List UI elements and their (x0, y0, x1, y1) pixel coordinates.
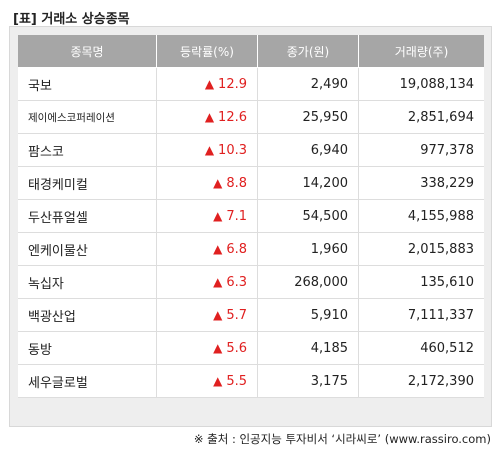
stock-name: 녹십자 (18, 266, 157, 299)
closing-price: 1,960 (258, 233, 359, 266)
change-rate-value: 10.3 (218, 142, 247, 158)
table-row: 녹십자 ▲ 6.3 268,000 135,610 (18, 266, 484, 299)
closing-price: 4,185 (258, 332, 359, 365)
up-arrow-icon: ▲ (213, 373, 223, 388)
change-rate: ▲ 6.3 (157, 266, 258, 299)
change-rate-value: 12.6 (218, 109, 247, 125)
table-header-row: 종목명 등락률(%) 종가(원) 거래량(주) (18, 35, 484, 68)
table-row: 엔케이물산 ▲ 6.8 1,960 2,015,883 (18, 233, 484, 266)
change-rate-value: 6.8 (226, 241, 247, 257)
trading-volume: 19,088,134 (359, 68, 484, 101)
change-rate-value: 12.9 (218, 76, 247, 92)
table-row: 백광산업 ▲ 5.7 5,910 7,111,337 (18, 299, 484, 332)
change-rate: ▲ 5.6 (157, 332, 258, 365)
up-arrow-icon: ▲ (213, 307, 223, 322)
change-rate-value: 6.3 (226, 274, 247, 290)
table-row: 국보 ▲ 12.9 2,490 19,088,134 (18, 68, 484, 101)
trading-volume: 7,111,337 (359, 299, 484, 332)
change-rate-value: 5.5 (226, 373, 247, 389)
up-arrow-icon: ▲ (204, 109, 215, 124)
rising-stocks-table: 종목명 등락률(%) 종가(원) 거래량(주) 국보 ▲ 12.9 2,490 1… (18, 35, 484, 398)
table-row: 태경케미컬 ▲ 8.8 14,200 338,229 (18, 167, 484, 200)
trading-volume: 4,155,988 (359, 200, 484, 233)
up-arrow-icon: ▲ (204, 142, 215, 157)
stock-name: 제이에스코퍼레이션 (18, 101, 157, 134)
trading-volume: 135,610 (359, 266, 484, 299)
trading-volume: 977,378 (359, 134, 484, 167)
closing-price: 2,490 (258, 68, 359, 101)
change-rate: ▲ 5.7 (157, 299, 258, 332)
closing-price: 25,950 (258, 101, 359, 134)
trading-volume: 2,172,390 (359, 365, 484, 398)
column-header-name: 종목명 (18, 35, 157, 68)
table-frame: 종목명 등락률(%) 종가(원) 거래량(주) 국보 ▲ 12.9 2,490 1… (9, 26, 492, 427)
trading-volume: 460,512 (359, 332, 484, 365)
table-row: 두산퓨얼셀 ▲ 7.1 54,500 4,155,988 (18, 200, 484, 233)
change-rate: ▲ 12.9 (157, 68, 258, 101)
closing-price: 268,000 (258, 266, 359, 299)
change-rate-value: 8.8 (226, 175, 247, 191)
change-rate: ▲ 7.1 (157, 200, 258, 233)
trading-volume: 338,229 (359, 167, 484, 200)
table-row: 세우글로벌 ▲ 5.5 3,175 2,172,390 (18, 365, 484, 398)
closing-price: 5,910 (258, 299, 359, 332)
up-arrow-icon: ▲ (204, 76, 215, 91)
change-rate: ▲ 10.3 (157, 134, 258, 167)
column-header-volume: 거래량(주) (359, 35, 484, 68)
change-rate: ▲ 6.8 (157, 233, 258, 266)
change-rate-value: 7.1 (226, 208, 247, 224)
change-rate: ▲ 8.8 (157, 167, 258, 200)
table-body: 국보 ▲ 12.9 2,490 19,088,134 제이에스코퍼레이션 ▲ 12.… (18, 68, 484, 398)
stock-name: 두산퓨얼셀 (18, 200, 157, 233)
closing-price: 3,175 (258, 365, 359, 398)
table-row: 제이에스코퍼레이션 ▲ 12.6 25,950 2,851,694 (18, 101, 484, 134)
stock-name: 태경케미컬 (18, 167, 157, 200)
table-row: 동방 ▲ 5.6 4,185 460,512 (18, 332, 484, 365)
page-title: [표] 거래소 상승종목 (13, 12, 130, 27)
change-rate-value: 5.6 (226, 340, 247, 356)
trading-volume: 2,015,883 (359, 233, 484, 266)
stock-name: 세우글로벌 (18, 365, 157, 398)
stock-name: 국보 (18, 68, 157, 101)
trading-volume: 2,851,694 (359, 101, 484, 134)
column-header-rate: 등락률(%) (157, 35, 258, 68)
closing-price: 54,500 (258, 200, 359, 233)
stock-name: 백광산업 (18, 299, 157, 332)
closing-price: 14,200 (258, 167, 359, 200)
closing-price: 6,940 (258, 134, 359, 167)
up-arrow-icon: ▲ (213, 340, 223, 355)
up-arrow-icon: ▲ (213, 241, 223, 256)
column-header-price: 종가(원) (258, 35, 359, 68)
table-row: 팜스코 ▲ 10.3 6,940 977,378 (18, 134, 484, 167)
source-credit: ※ 출처 : 인공지능 투자비서 ‘시라씨로’ (www.rassiro.com… (193, 432, 491, 446)
change-rate-value: 5.7 (226, 307, 247, 323)
up-arrow-icon: ▲ (213, 175, 223, 190)
stock-name: 팜스코 (18, 134, 157, 167)
change-rate: ▲ 12.6 (157, 101, 258, 134)
stock-name: 동방 (18, 332, 157, 365)
up-arrow-icon: ▲ (213, 208, 223, 223)
up-arrow-icon: ▲ (213, 274, 223, 289)
change-rate: ▲ 5.5 (157, 365, 258, 398)
stock-name: 엔케이물산 (18, 233, 157, 266)
